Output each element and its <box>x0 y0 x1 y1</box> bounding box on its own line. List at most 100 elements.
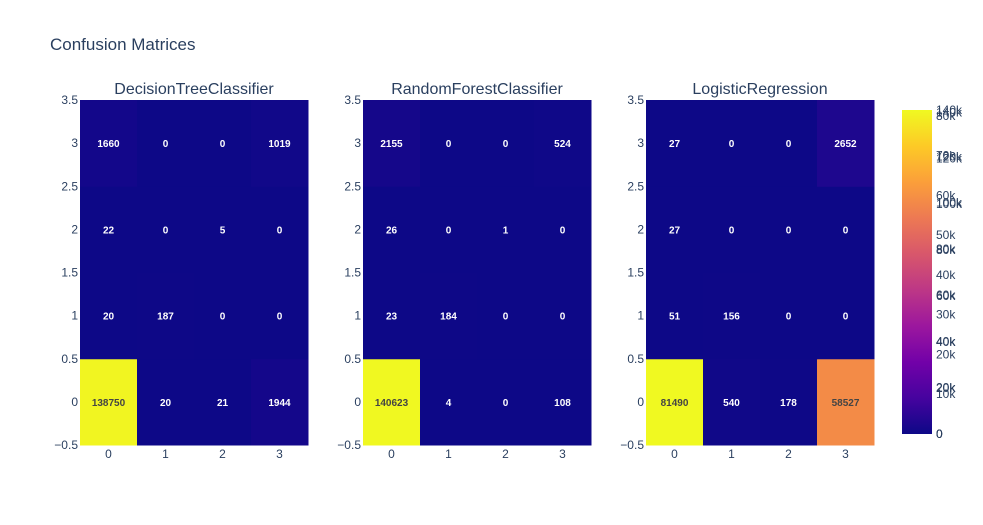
cell-value-label: 178 <box>780 398 797 409</box>
cell-value-label: 0 <box>786 312 792 323</box>
x-tick-label: 0 <box>388 447 395 461</box>
cell-value-label: 81490 <box>661 398 689 409</box>
heatmap-cell <box>760 186 818 273</box>
y-tick-label: 2.5 <box>344 179 361 193</box>
heatmap-panel-2: LogisticRegression 81490 540 178 58527 51 156 0… <box>620 81 875 461</box>
cell-value-label: 540 <box>723 398 740 409</box>
heatmap-cell <box>703 186 761 273</box>
y-tick-label: −0.5 <box>337 438 361 452</box>
colorbar-tick-label: 40k <box>936 335 956 349</box>
cell-value-label: 0 <box>786 139 792 150</box>
cell-value-label: 2155 <box>380 139 403 150</box>
heatmap-cell <box>534 186 592 273</box>
colorbar-tick-label: 30k <box>936 308 956 322</box>
heatmap-cell <box>817 186 875 273</box>
heatmap-cell <box>194 100 252 187</box>
heatmap-cell <box>251 100 309 187</box>
y-tick-label: 3.5 <box>627 93 644 107</box>
y-tick-label: −0.5 <box>54 438 78 452</box>
heatmap-cell <box>194 186 252 273</box>
heatmap-cell <box>646 358 704 446</box>
x-tick-label: 2 <box>502 447 509 461</box>
cell-value-label: 0 <box>560 312 566 323</box>
colorbar-tick-label: 80k <box>936 109 956 123</box>
colorbar-tick-label: 60k <box>936 188 956 202</box>
x-tick-label: 1 <box>445 447 452 461</box>
colorbar-tick-label: 40k <box>936 334 956 348</box>
cell-value-label: 524 <box>554 139 571 150</box>
heatmap-cell <box>646 186 704 273</box>
cell-value-label: 0 <box>503 398 509 409</box>
y-tick-label: 2.5 <box>61 179 78 193</box>
y-tick-label: 0 <box>354 395 361 409</box>
heatmap-cell <box>760 100 818 187</box>
y-tick-label: 3 <box>637 136 644 150</box>
heatmap-cell <box>534 358 592 446</box>
y-tick-label: 1 <box>71 309 78 323</box>
cell-value-label: 140623 <box>375 398 409 409</box>
colorbar-tick-label: 20k <box>936 381 956 395</box>
x-tick-label: 2 <box>219 447 226 461</box>
heatmap-cell <box>703 272 761 360</box>
x-tick-label: 1 <box>728 447 735 461</box>
cell-value-label: 0 <box>277 312 283 323</box>
heatmap-cell <box>760 272 818 360</box>
colorbar-tick-label: 60k <box>936 288 956 302</box>
y-tick-label: 3.5 <box>61 93 78 107</box>
colorbar-tick-label: 0 <box>936 427 943 441</box>
heatmap-cell <box>363 186 421 273</box>
figure-title: Confusion Matrices <box>50 35 196 54</box>
cell-value-label: 0 <box>446 139 452 150</box>
y-tick-label: 0.5 <box>627 352 644 366</box>
y-tick-label: −0.5 <box>620 438 644 452</box>
y-tick-label: 3 <box>354 136 361 150</box>
cell-value-label: 1019 <box>268 139 291 150</box>
colorbar-tick-label: 60k <box>936 289 956 303</box>
colorbar-tick-label: 0 <box>936 427 943 441</box>
heatmap-cell <box>703 358 761 446</box>
heatmap-cell <box>477 358 535 446</box>
heatmap-cell <box>251 186 309 273</box>
colorbar-tick-label: 80k <box>936 243 956 257</box>
heatmap-cell <box>137 358 195 446</box>
colorbar-tick-label: 140k <box>936 105 963 119</box>
colorbar-tick-label: 80k <box>936 242 956 256</box>
heatmap-cell <box>477 272 535 360</box>
y-tick-label: 0.5 <box>61 352 78 366</box>
x-tick-label: 3 <box>559 447 566 461</box>
heatmap-cell <box>477 186 535 273</box>
cell-value-label: 0 <box>503 312 509 323</box>
cell-value-label: 0 <box>786 225 792 236</box>
y-tick-label: 2 <box>71 222 78 236</box>
cell-value-label: 27 <box>669 139 681 150</box>
cell-value-label: 184 <box>440 312 457 323</box>
y-tick-label: 2.5 <box>627 179 644 193</box>
heatmap-cell <box>80 272 138 360</box>
heatmap-cell <box>420 186 478 273</box>
heatmap-cell <box>194 358 252 446</box>
heatmap-cell <box>251 272 309 360</box>
heatmap-cell <box>760 358 818 446</box>
y-tick-label: 1.5 <box>344 266 361 280</box>
cell-value-label: 21 <box>217 398 229 409</box>
y-tick-label: 2 <box>637 222 644 236</box>
heatmap-cell <box>363 358 421 446</box>
heatmap-cell <box>534 272 592 360</box>
subplot-title: RandomForestClassifier <box>391 81 563 98</box>
cell-value-label: 1 <box>503 225 509 236</box>
colorbar-tick-label: 120k <box>936 149 963 163</box>
cell-value-label: 5 <box>220 225 226 236</box>
cell-value-label: 0 <box>220 139 226 150</box>
heatmap-cell <box>194 272 252 360</box>
cell-value-label: 27 <box>669 225 681 236</box>
y-tick-label: 1 <box>637 309 644 323</box>
heatmap-cell <box>137 272 195 360</box>
cell-value-label: 0 <box>277 225 283 236</box>
heatmap-cell <box>817 272 875 360</box>
cell-value-label: 20 <box>103 312 115 323</box>
y-tick-label: 1.5 <box>61 266 78 280</box>
colorbar: 020k40k60k80k100k120k140k020k40k60k80k10… <box>902 103 963 441</box>
y-tick-label: 3 <box>71 136 78 150</box>
